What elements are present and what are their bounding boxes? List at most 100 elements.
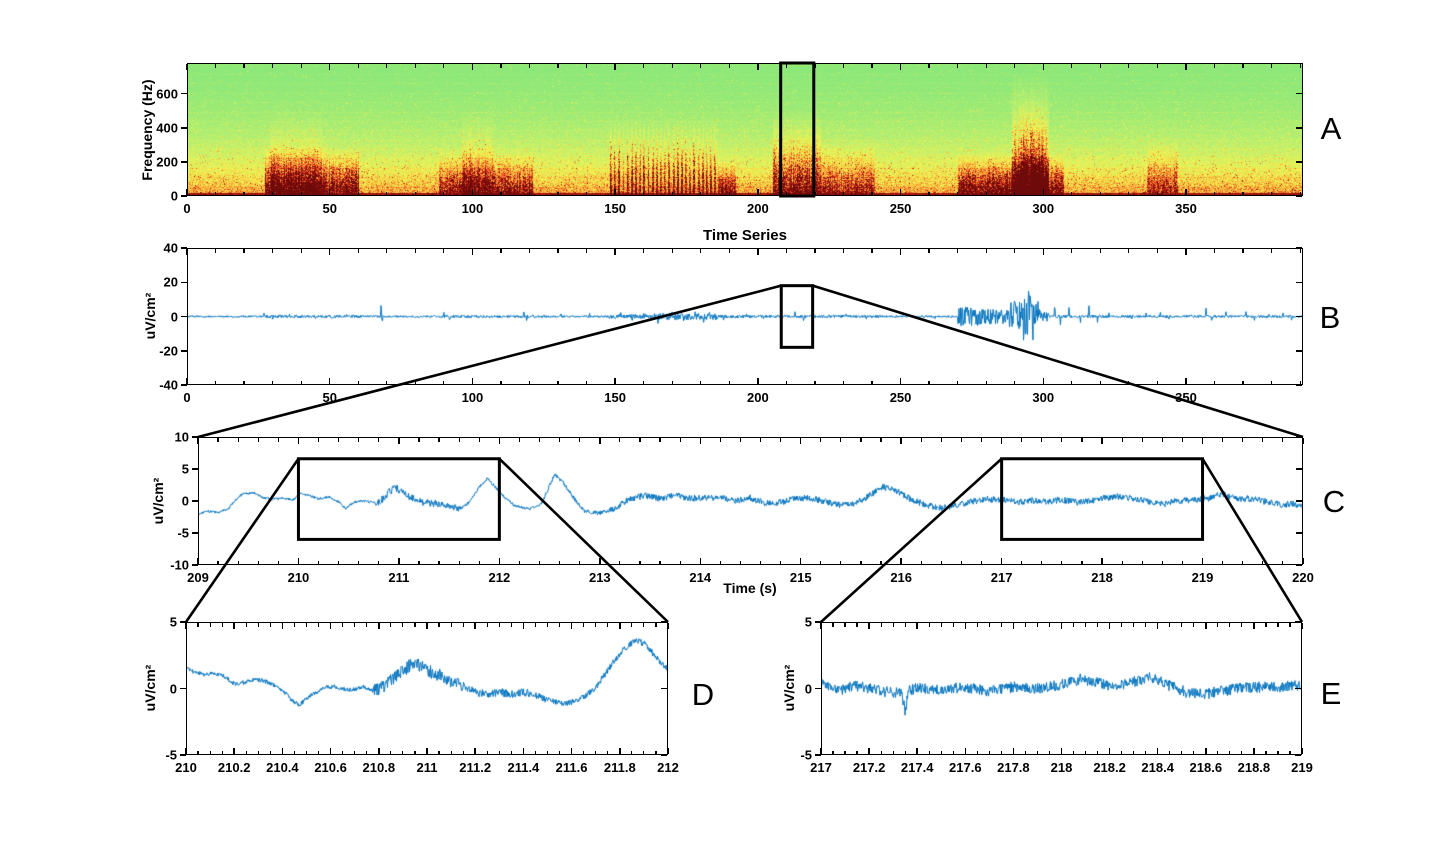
tick-mark — [378, 748, 380, 754]
tick-mark — [952, 751, 954, 755]
tick-mark — [607, 751, 609, 755]
tick-mark — [186, 249, 188, 255]
tick-mark — [815, 687, 821, 690]
tick-mark — [221, 623, 223, 627]
tick-mark — [1296, 247, 1302, 249]
tick-mark — [1048, 751, 1051, 755]
tick-mark — [329, 748, 332, 754]
tick-mark — [186, 378, 188, 384]
tick-mark — [1145, 623, 1147, 627]
tick-mark — [398, 558, 400, 564]
x-tick-label: 216 — [890, 570, 913, 585]
tick-mark — [426, 623, 428, 629]
tick-mark — [1289, 751, 1291, 755]
tick-mark — [546, 751, 549, 755]
tick-mark — [799, 558, 802, 564]
tick-mark — [1242, 381, 1244, 385]
tick-mark — [272, 381, 274, 385]
tick-mark — [1289, 623, 1291, 627]
tick-mark — [462, 751, 464, 755]
x-tick-label: 211.2 — [459, 760, 492, 775]
tick-mark — [214, 64, 217, 68]
tick-mark — [1096, 751, 1099, 755]
x-tick-label: 200 — [746, 201, 769, 216]
tick-mark — [1128, 381, 1130, 385]
x-tick-label: 217.4 — [900, 760, 934, 775]
tick-mark — [245, 751, 247, 755]
tick-mark — [957, 249, 959, 253]
x-tick-label: 0 — [183, 201, 191, 216]
tick-mark — [1036, 623, 1039, 627]
tick-mark — [928, 64, 930, 68]
tick-mark — [357, 381, 359, 385]
tick-mark — [297, 558, 300, 564]
tick-mark — [595, 623, 597, 627]
x-tick-label: 220 — [1292, 570, 1314, 585]
tick-mark — [1071, 192, 1073, 196]
tick-mark — [338, 561, 340, 565]
tick-mark — [1295, 687, 1301, 690]
tick-mark — [1181, 561, 1184, 565]
x-tick-label: 350 — [1175, 390, 1197, 405]
tick-mark — [757, 64, 759, 70]
tick-mark — [1205, 748, 1207, 754]
tick-mark — [558, 623, 561, 627]
x-tick-label: 219 — [1291, 760, 1313, 775]
tick-mark — [498, 558, 501, 564]
tick-mark — [443, 249, 445, 253]
x-tick-label: 0 — [183, 390, 191, 405]
y-tick-label: 600 — [156, 86, 178, 102]
tick-mark — [1222, 438, 1224, 442]
panel-b-title: Time Series — [703, 227, 787, 244]
tick-mark — [192, 500, 198, 502]
tick-mark — [659, 561, 661, 565]
tick-mark — [390, 623, 392, 627]
x-tick-label: 217.8 — [997, 760, 1030, 775]
panel-letter-d: D — [691, 677, 715, 712]
tick-mark — [1222, 561, 1224, 565]
tick-mark — [780, 438, 782, 442]
tick-mark — [1296, 532, 1302, 534]
tick-mark — [815, 754, 821, 756]
tick-mark — [1299, 64, 1301, 68]
tick-mark — [1014, 64, 1016, 68]
tick-mark — [1185, 189, 1187, 195]
tick-mark — [277, 438, 279, 442]
tick-mark — [197, 438, 199, 444]
tick-mark — [679, 561, 681, 565]
tick-mark — [180, 687, 186, 690]
tick-mark — [832, 751, 834, 755]
tick-mark — [1101, 438, 1103, 444]
x-tick-label: 214 — [689, 570, 712, 585]
tick-mark — [1242, 438, 1244, 442]
tick-mark — [871, 249, 873, 253]
tick-mark — [1128, 249, 1130, 253]
panel-c-xlabel: Time (s) — [723, 580, 777, 596]
tick-mark — [181, 161, 187, 163]
tick-mark — [558, 751, 561, 755]
tick-mark — [557, 381, 559, 385]
tick-mark — [1141, 438, 1143, 442]
tick-mark — [1185, 249, 1187, 255]
tick-mark — [928, 381, 930, 385]
tick-mark — [1299, 249, 1301, 253]
tick-mark — [985, 381, 987, 385]
tick-mark — [471, 378, 474, 384]
tick-mark — [1296, 500, 1302, 502]
tick-mark — [643, 751, 645, 755]
tick-mark — [1072, 623, 1075, 627]
x-tick-label: 210.2 — [217, 760, 251, 775]
tick-mark — [1041, 561, 1043, 565]
tick-mark — [892, 751, 894, 755]
panel-letter-a: A — [1320, 111, 1342, 146]
tick-mark — [438, 561, 440, 565]
tick-mark — [957, 64, 959, 68]
tick-mark — [272, 192, 274, 196]
timeseries-d-canvas — [186, 622, 668, 755]
tick-mark — [1271, 192, 1273, 196]
tick-mark — [728, 381, 730, 385]
tick-mark — [1213, 192, 1216, 196]
tick-mark — [892, 623, 894, 627]
tick-mark — [1242, 192, 1244, 196]
tick-mark — [900, 438, 902, 444]
